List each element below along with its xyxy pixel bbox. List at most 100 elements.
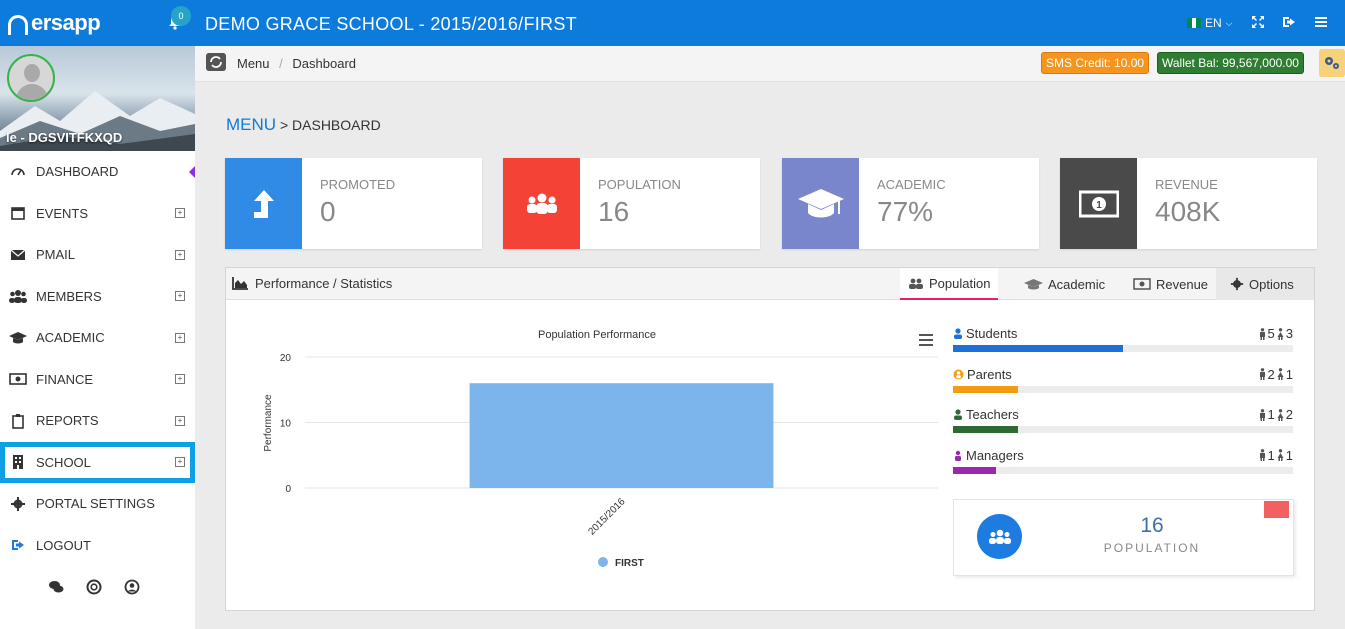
male-icon (1259, 408, 1265, 421)
sidebar-item-academic[interactable]: ACADEMIC + (0, 317, 195, 359)
chart-legend[interactable]: FIRST (598, 557, 644, 569)
fullscreen-icon[interactable] (1250, 14, 1266, 30)
gear-icon (1230, 277, 1244, 291)
logout-icon (12, 540, 24, 551)
gear-icon (11, 496, 25, 511)
tab-population[interactable]: Population (900, 268, 999, 300)
sidebar-item-events[interactable]: EVENTS + (0, 193, 195, 235)
sidebar-item-label: FINANCE (36, 371, 94, 387)
brand-mark-icon (8, 15, 28, 35)
expand-icon[interactable]: + (175, 291, 185, 302)
group-icon (503, 158, 580, 249)
tab-options[interactable]: Options (1216, 268, 1314, 300)
male-icon (1259, 327, 1265, 340)
population-breakdown: Students 5 3 Parents 2 1 (953, 326, 1293, 488)
brand-logo[interactable]: ersapp (8, 10, 101, 36)
stat-card-population[interactable]: POPULATION 16 (503, 158, 760, 249)
wallet-balance-badge[interactable]: Wallet Bal: 99,567,000.00 (1157, 52, 1304, 74)
breadcrumb-separator: / (279, 56, 283, 71)
population-card-value: 16 (1140, 514, 1164, 537)
chart-svg: Population Performance Performance 0 10 20… (263, 329, 938, 569)
breakdown-label: Managers (966, 447, 1024, 463)
user-circle-icon[interactable] (124, 579, 140, 595)
sidebar-footer (48, 579, 140, 595)
dashboard-icon (11, 167, 25, 176)
lifebuoy-icon[interactable] (86, 579, 102, 595)
performance-panel: Performance / Statistics Population Acad… (225, 267, 1315, 611)
sidebar-item-label: PMAIL (36, 247, 76, 263)
page-title-menu-link[interactable]: MENU (226, 115, 277, 134)
stat-label: ACADEMIC (877, 177, 946, 192)
sign-out-icon[interactable] (1281, 14, 1297, 30)
area-chart-icon (232, 277, 248, 290)
refresh-icon[interactable] (206, 53, 226, 71)
tab-label: Options (1249, 276, 1294, 292)
expand-icon[interactable]: + (175, 332, 185, 343)
breadcrumb-menu[interactable]: Menu (237, 56, 270, 71)
sidebar-item-portal-settings[interactable]: PORTAL SETTINGS (0, 483, 195, 525)
panel-title-text: Performance / Statistics (255, 276, 393, 291)
expand-icon[interactable]: + (175, 249, 185, 260)
breakdown-name: Teachers (953, 407, 1019, 422)
breakdown-counts: 2 1 (1259, 367, 1293, 382)
breadcrumb-dashboard: Dashboard (292, 56, 357, 71)
chart-xticks: 2015/2016 (586, 496, 628, 538)
breakdown-counts: 1 2 (1259, 407, 1293, 422)
expand-icon[interactable]: + (175, 208, 185, 219)
sidebar-item-pmail[interactable]: PMAIL + (0, 234, 195, 276)
breadcrumb-bar: Menu / Dashboard SMS Credit: 10.00 Walle… (195, 46, 1345, 82)
sidebar-item-school[interactable]: SCHOOL + (0, 441, 195, 483)
sidebar-item-finance[interactable]: FINANCE + (0, 359, 195, 401)
tab-revenue[interactable]: Revenue (1125, 268, 1216, 300)
gears-icon[interactable] (1319, 49, 1345, 77)
money-icon (9, 373, 27, 386)
breakdown-counts: 5 3 (1259, 326, 1293, 341)
svg-text:1: 1 (1096, 200, 1102, 211)
stat-label: PROMOTED (320, 177, 396, 192)
sidebar-nav: DASHBOARD EVENTS + PMAIL + MEMBERS + ACA… (0, 151, 195, 566)
breakdown-bar (953, 345, 1293, 352)
sidebar-item-dashboard[interactable]: DASHBOARD (0, 151, 195, 193)
page-title: MENU > DASHBOARD (226, 115, 381, 135)
chart-title: Population Performance (538, 329, 656, 341)
chart-menu-icon[interactable] (919, 334, 933, 346)
sidebar-item-logout[interactable]: LOGOUT (0, 525, 195, 567)
breakdown-name: Managers (953, 448, 1024, 463)
stat-card-promoted[interactable]: PROMOTED 0 (225, 158, 482, 249)
sidebar-item-reports[interactable]: REPORTS + (0, 400, 195, 442)
breakdown-bar-fill (953, 466, 996, 474)
language-selector[interactable]: EN ⌵ (1187, 16, 1233, 30)
chevron-down-icon: ⌵ (1225, 17, 1233, 28)
building-icon (13, 455, 23, 470)
stat-label: POPULATION (598, 177, 681, 192)
expand-icon[interactable]: + (175, 415, 185, 426)
sidebar: le - DGSVITFKXQD DASHBOARD EVENTS + PMAI… (0, 46, 195, 629)
chart-bar (469, 383, 774, 488)
tab-academic[interactable]: Academic (1016, 268, 1113, 300)
brand-name: ersapp (31, 10, 101, 35)
stat-value: 77% (877, 196, 934, 227)
manager-icon (955, 450, 961, 461)
breakdown-bar (953, 385, 1293, 393)
female-count: 3 (1285, 326, 1293, 341)
clipboard-icon (12, 413, 24, 429)
female-icon (1277, 368, 1284, 380)
chart-ytick-label: 20 (280, 353, 292, 364)
sidebar-item-label: REPORTS (36, 413, 99, 429)
sms-credit-badge[interactable]: SMS Credit: 10.00 (1041, 52, 1150, 74)
expand-icon[interactable]: + (175, 374, 185, 385)
tab-label: Revenue (1156, 276, 1209, 292)
top-bar: ersapp 0 DEMO GRACE SCHOOL - 2015/2016/F… (0, 0, 1345, 46)
avatar[interactable] (7, 54, 55, 102)
breakdown-row-parents: Parents 2 1 (953, 367, 1293, 408)
breakdown-name: Parents (953, 367, 1012, 382)
sidebar-item-members[interactable]: MEMBERS + (0, 276, 195, 318)
stat-card-academic[interactable]: ACADEMIC 77% (782, 158, 1039, 249)
expand-icon[interactable]: + (175, 457, 185, 468)
nigeria-flag-icon (1187, 18, 1202, 28)
male-icon (1259, 368, 1265, 380)
chat-icon[interactable] (48, 579, 64, 595)
hamburger-menu-icon[interactable] (1313, 14, 1329, 30)
stat-card-revenue[interactable]: 1 REVENUE 408K (1060, 158, 1317, 249)
chart-xtick-label: 2015/2016 (586, 496, 628, 538)
